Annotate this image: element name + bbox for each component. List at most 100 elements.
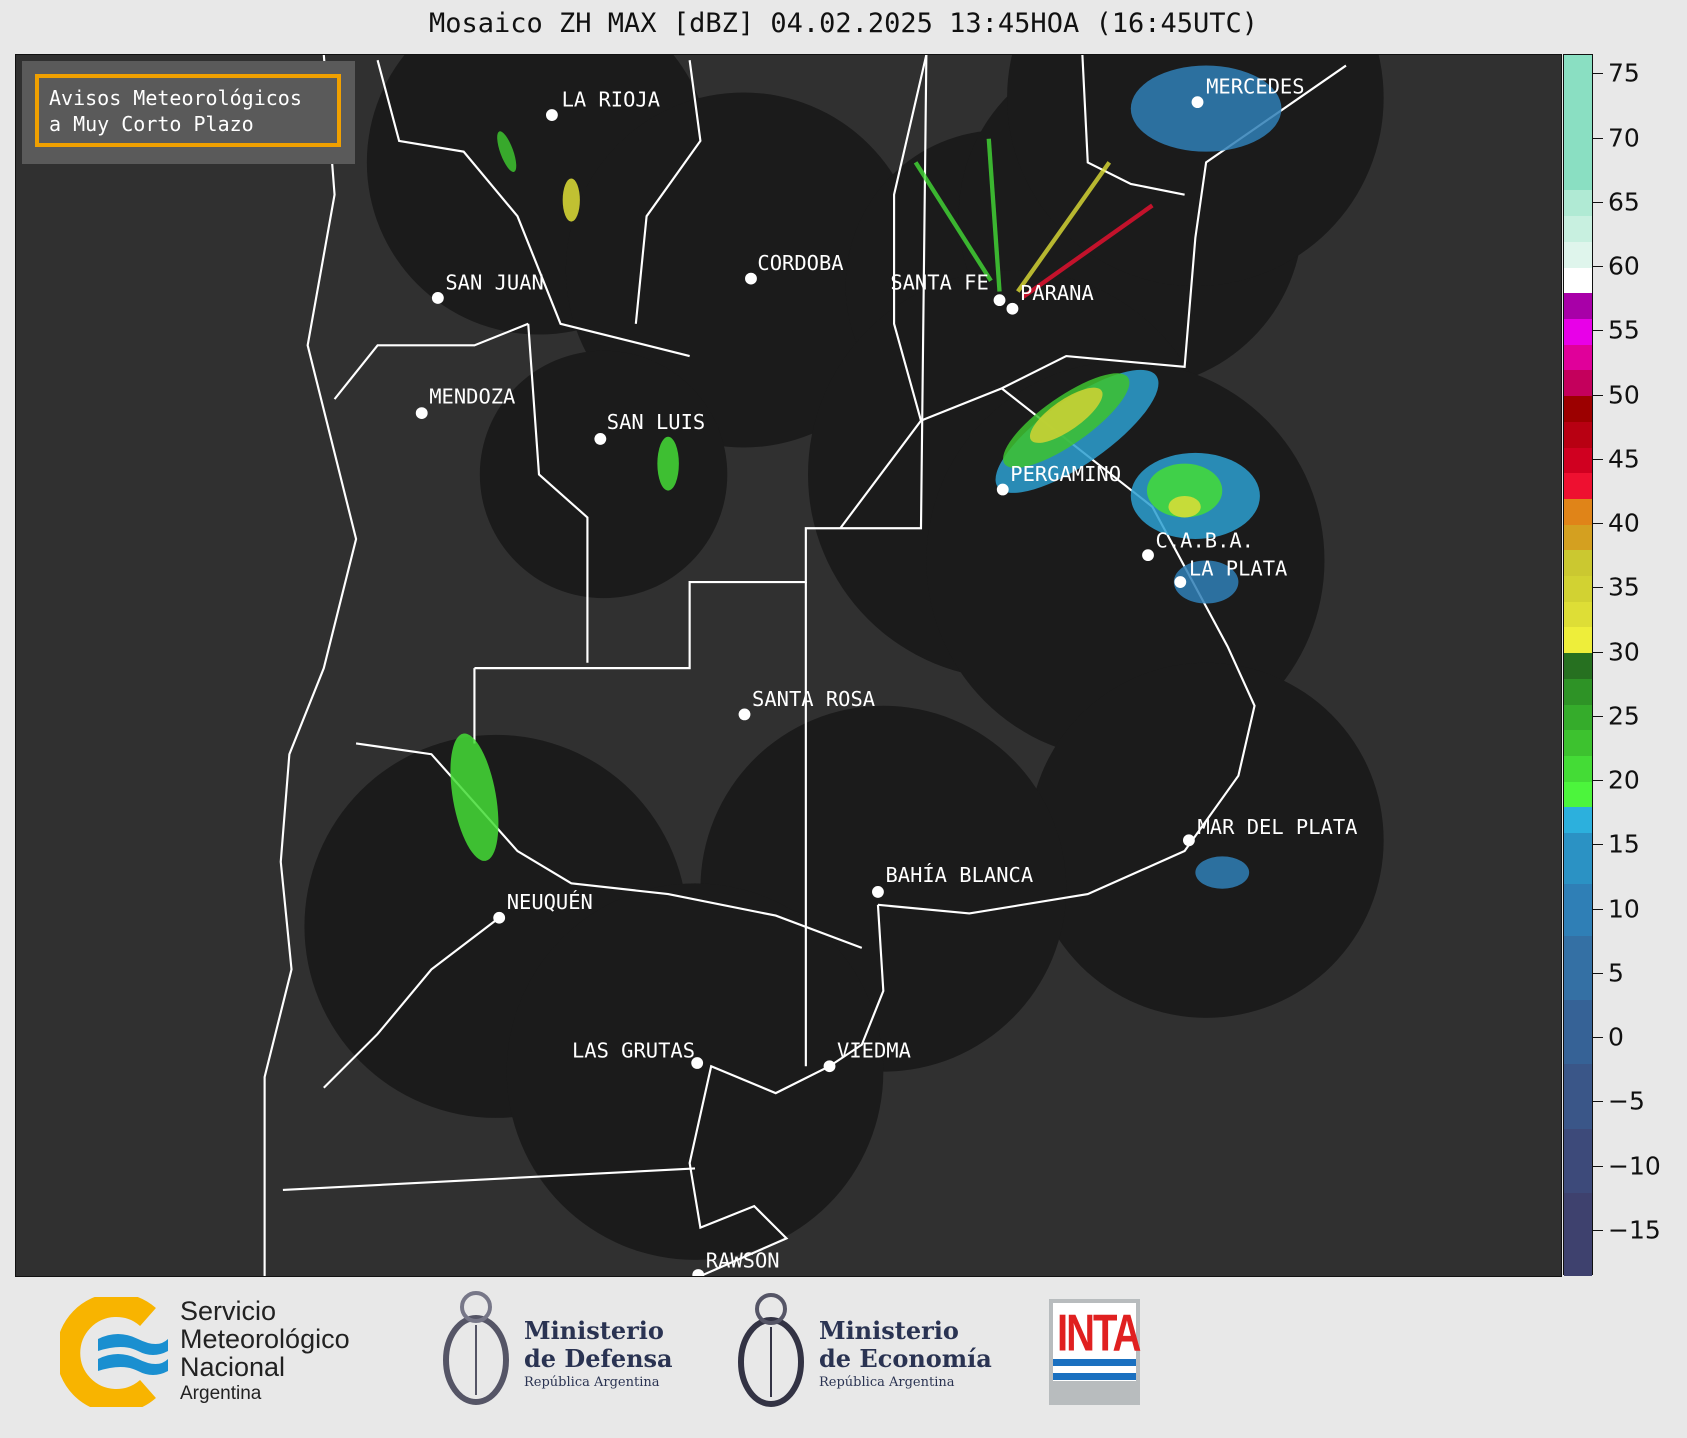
colorbar-tick <box>1593 715 1603 717</box>
province-border <box>355 742 863 949</box>
colorbar-tick <box>1593 458 1603 460</box>
smn-logo-text: Servicio Meteorológico Nacional Argentin… <box>180 1297 350 1407</box>
colorbar-tick <box>1593 1230 1603 1232</box>
city-label: PERGAMINO <box>1010 462 1121 486</box>
radar-echo <box>450 733 499 861</box>
colorbar-band <box>1564 806 1592 834</box>
colorbar-tick-label: 70 <box>1608 123 1640 153</box>
smn-l3: Nacional <box>180 1352 286 1382</box>
colorbar-tick <box>1593 1101 1603 1103</box>
colorbar-band <box>1564 1128 1592 1193</box>
city-marker <box>993 294 1006 307</box>
city-label: CORDOBA <box>757 251 843 275</box>
city-label: C.A.B.A. <box>1156 529 1254 553</box>
city-label: LA PLATA <box>1189 557 1287 581</box>
city-label: MENDOZA <box>429 384 515 408</box>
colorbar-band <box>1564 999 1592 1065</box>
colorbar-band <box>1564 883 1592 936</box>
city-marker <box>996 483 1009 496</box>
colorbar-band <box>1564 549 1592 577</box>
economia-logo-text: Ministerio de Economía República Argenti… <box>819 1317 992 1393</box>
city-label: SAN LUIS <box>607 410 705 434</box>
radar-echo <box>562 178 580 222</box>
smn-l4: Argentina <box>180 1383 262 1404</box>
city-label: MERCEDES <box>1206 75 1304 99</box>
city-marker <box>415 407 428 420</box>
radar-echo-ray <box>913 161 993 282</box>
radar-echo <box>657 436 679 491</box>
colorbar-band <box>1564 1063 1592 1129</box>
radar-coverage-area <box>479 350 728 599</box>
colorbar-tick-label: −5 <box>1608 1086 1645 1116</box>
smn-logo-icon <box>56 1293 170 1413</box>
radar-coverage-area <box>1007 55 1384 287</box>
radar-echo <box>1146 463 1223 518</box>
colorbar-band <box>1564 498 1592 525</box>
province-border <box>333 322 529 400</box>
colorbar-tick <box>1593 972 1603 974</box>
colorbar-band <box>1564 832 1592 885</box>
city-marker <box>1142 549 1154 562</box>
colorbar-band <box>1564 292 1592 319</box>
city-label: NEUQUÉN <box>507 889 593 914</box>
colorbar-band <box>1564 189 1592 217</box>
colorbar-band <box>1564 472 1592 499</box>
city-label: SAN JUAN <box>445 270 543 294</box>
city-marker <box>823 1060 836 1073</box>
city-marker <box>745 272 757 285</box>
city-marker <box>691 1057 704 1069</box>
city-label: RAWSON <box>706 1248 780 1272</box>
colorbar-tick <box>1593 780 1603 782</box>
colorbar-band <box>1564 215 1592 242</box>
city-marker <box>431 292 444 304</box>
defensa-l1: Ministerio <box>524 1316 664 1345</box>
colorbar-band <box>1564 781 1592 808</box>
radar-echo <box>1130 65 1282 152</box>
city-marker <box>545 109 558 121</box>
colorbar-band <box>1564 626 1592 654</box>
smn-l1: Servicio <box>180 1296 277 1326</box>
colorbar-tick-label: −10 <box>1608 1151 1661 1181</box>
city-marker <box>1191 96 1204 109</box>
colorbar-band <box>1564 935 1592 1001</box>
radar-echo-ray <box>1021 203 1154 299</box>
city-label: LAS GRUTAS <box>572 1039 695 1063</box>
coat-of-arms-icon <box>733 1287 809 1426</box>
radar-echo <box>1173 560 1239 604</box>
colorbar-band <box>1564 241 1592 268</box>
radar-echo <box>497 131 517 172</box>
city-label: SANTA FE <box>890 270 988 294</box>
defensa-logo-text: Ministerio de Defensa República Argentin… <box>524 1317 673 1393</box>
inta-logo: INTA <box>1049 1299 1141 1405</box>
colorbar-tick-label: 65 <box>1608 187 1640 217</box>
colorbar-tick-label: 35 <box>1608 572 1640 602</box>
province-border <box>1081 55 1185 196</box>
province-border <box>376 59 690 358</box>
radar-echo-ray <box>1016 161 1112 293</box>
colorbar-tick-label: 60 <box>1608 251 1640 281</box>
radar-echo <box>1029 387 1103 443</box>
colorbar-band <box>1564 729 1592 756</box>
colorbar-tick-label: 55 <box>1608 315 1640 345</box>
colorbar-tick <box>1593 1165 1603 1167</box>
city-marker <box>1006 302 1019 315</box>
colorbar-tick <box>1593 394 1603 396</box>
warning-legend-box: Avisos Meteorológicos a Muy Corto Plazo <box>22 61 355 164</box>
radar-map-canvas: LA RIOJA SAN JUAN CORDOBA SANTA FE PARANA MEN… <box>263 55 1384 1276</box>
colorbar-band <box>1564 395 1592 422</box>
city-label: BAHÍA BLANCA <box>885 862 1033 887</box>
city-marker <box>493 911 506 924</box>
colorbar-band <box>1564 344 1592 371</box>
colorbar-tick <box>1593 201 1603 203</box>
legend-line-1: Avisos Meteorológicos <box>49 86 302 110</box>
colorbar <box>1563 54 1593 1277</box>
city-label: MAR DEL PLATA <box>1198 815 1358 839</box>
colorbar-tick <box>1593 1037 1603 1039</box>
economia-l3: República Argentina <box>819 1375 955 1390</box>
city-marker <box>1182 834 1195 847</box>
radar-coverage-area <box>506 883 884 1260</box>
colorbar-band <box>1564 652 1592 679</box>
defensa-l3: República Argentina <box>524 1375 660 1390</box>
province-border <box>877 387 1256 915</box>
radar-map[interactable]: LA RIOJA SAN JUAN CORDOBA SANTA FE PARANA MEN… <box>15 54 1562 1277</box>
